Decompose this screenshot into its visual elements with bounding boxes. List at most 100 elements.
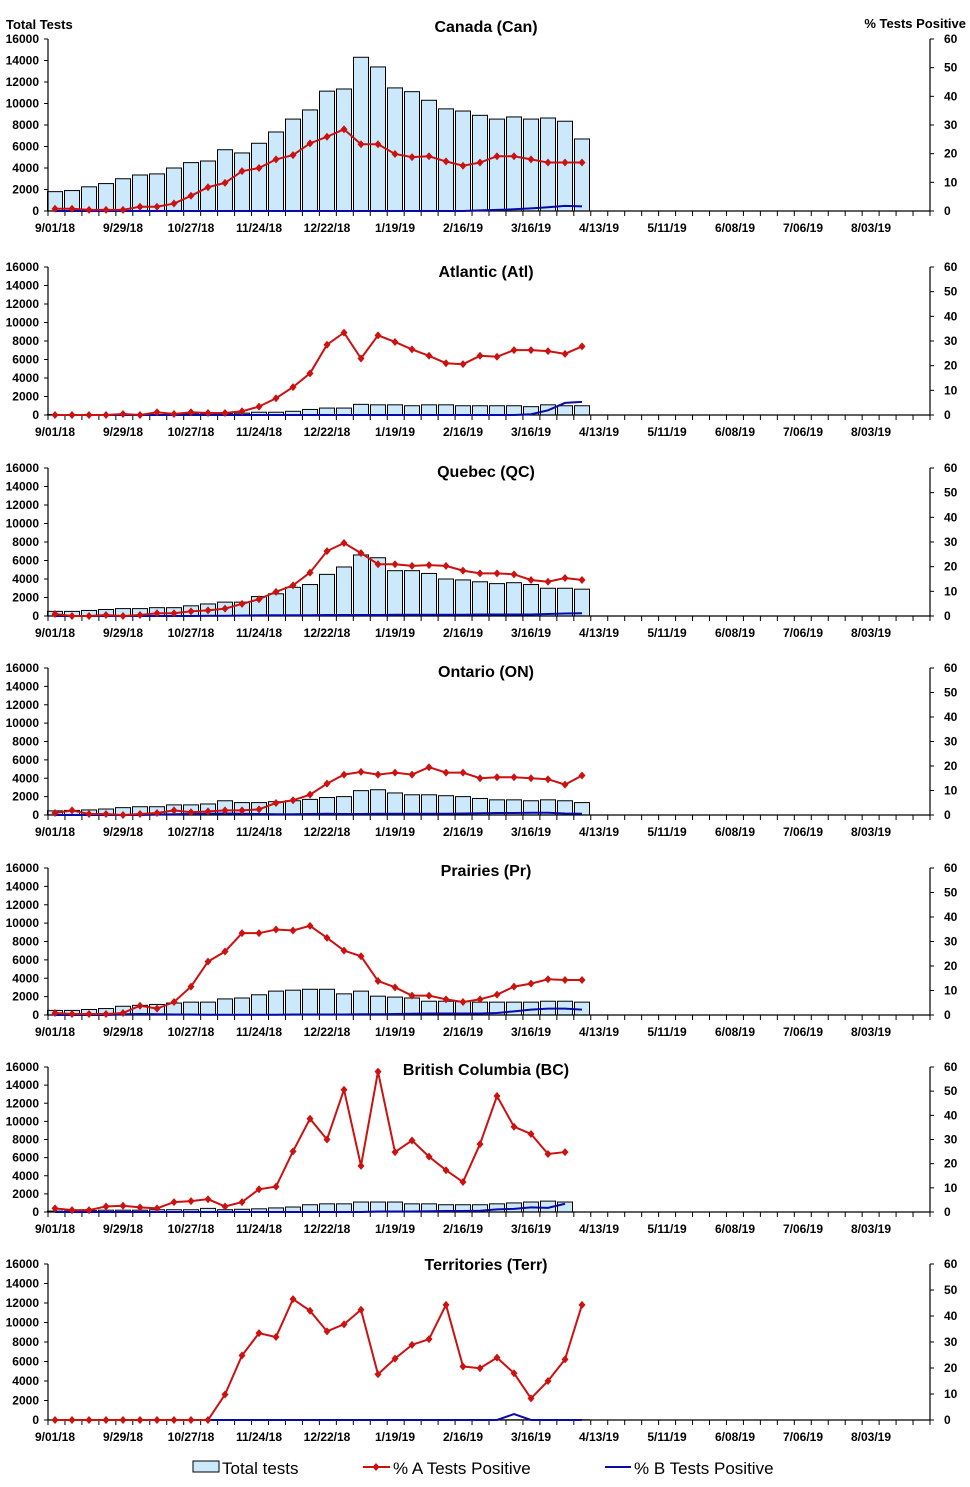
y2-tick-label: 20	[944, 759, 958, 773]
y-tick-label: 12000	[6, 498, 40, 512]
point-a-tests-positive	[103, 1416, 110, 1424]
x-tick-label: 5/11/19	[647, 626, 687, 640]
point-a-tests-positive	[120, 1416, 127, 1424]
x-tick-label: 4/13/19	[579, 1025, 619, 1039]
point-a-tests-positive	[273, 925, 280, 933]
y-tick-label: 10000	[6, 517, 40, 531]
bar-total-tests	[354, 404, 369, 415]
bar-total-tests	[490, 119, 505, 211]
x-tick-label: 9/29/18	[103, 425, 143, 439]
x-tick-label: 3/16/19	[511, 425, 551, 439]
y2-tick-label: 20	[944, 959, 958, 973]
point-a-tests-positive	[273, 394, 280, 402]
bar-total-tests	[558, 406, 573, 415]
x-tick-label: 5/11/19	[647, 221, 687, 235]
y2-tick-label: 40	[944, 89, 958, 103]
x-tick-label: 10/27/18	[168, 1025, 215, 1039]
point-a-tests-positive	[86, 1416, 93, 1424]
y2-axis-label: % Tests Positive	[864, 16, 966, 31]
bar-total-tests	[269, 991, 284, 1015]
point-a-tests-positive	[69, 1416, 76, 1424]
x-tick-label: 10/27/18	[168, 1222, 215, 1236]
bar-total-tests	[405, 92, 420, 211]
x-tick-label: 11/24/18	[236, 825, 282, 839]
panel-0: Canada (Can)Total Tests% Tests Positive0…	[6, 16, 966, 235]
x-tick-label: 9/01/18	[35, 825, 75, 839]
x-tick-label: 8/03/19	[851, 1222, 891, 1236]
point-a-tests-positive	[477, 1140, 484, 1148]
point-a-tests-positive	[171, 410, 178, 418]
point-a-tests-positive	[443, 359, 450, 367]
x-tick-label: 9/29/18	[103, 626, 143, 640]
y2-tick-label: 60	[944, 260, 958, 274]
y-tick-label: 14000	[6, 1078, 40, 1092]
y2-tick-label: 20	[944, 1361, 958, 1375]
y2-tick-label: 10	[944, 175, 958, 189]
point-a-tests-positive	[528, 980, 535, 988]
panel-2: Quebec (QC)02000400060008000100001200014…	[6, 461, 958, 640]
bar-total-tests	[388, 1202, 403, 1212]
point-a-tests-positive	[545, 578, 552, 586]
y-tick-label: 8000	[12, 735, 39, 749]
x-tick-label: 7/06/19	[783, 626, 823, 640]
bar-total-tests	[337, 994, 352, 1015]
point-a-tests-positive	[426, 992, 433, 1000]
y-tick-label: 0	[32, 1413, 39, 1427]
x-tick-label: 9/01/18	[35, 1222, 75, 1236]
y2-tick-label: 50	[944, 61, 958, 75]
bar-total-tests	[269, 132, 284, 211]
bar-total-tests	[337, 1204, 352, 1212]
point-a-tests-positive	[528, 346, 535, 354]
panel-title: British Columbia (BC)	[403, 1062, 569, 1079]
y2-tick-label: 30	[944, 118, 958, 132]
point-a-tests-positive	[103, 1202, 110, 1210]
x-tick-label: 5/11/19	[647, 425, 687, 439]
y2-tick-label: 0	[944, 408, 951, 422]
point-a-tests-positive	[392, 769, 399, 777]
point-a-tests-positive	[392, 983, 399, 991]
point-a-tests-positive	[171, 1416, 178, 1424]
x-tick-label: 10/27/18	[168, 1430, 215, 1444]
x-tick-label: 7/06/19	[783, 425, 823, 439]
y2-tick-label: 0	[944, 808, 951, 822]
bar-total-tests	[405, 795, 420, 815]
y-tick-label: 6000	[12, 1355, 39, 1369]
y-tick-label: 14000	[6, 879, 40, 893]
point-a-tests-positive	[562, 976, 569, 984]
point-a-tests-positive	[52, 411, 59, 419]
bar-total-tests	[286, 119, 301, 211]
x-tick-label: 1/19/19	[375, 626, 415, 640]
y-tick-label: 16000	[6, 260, 40, 274]
x-tick-label: 10/27/18	[168, 626, 215, 640]
y2-tick-label: 50	[944, 285, 958, 299]
bar-total-tests	[320, 574, 335, 616]
bar-total-tests	[490, 406, 505, 415]
y-tick-label: 16000	[6, 861, 40, 875]
y-tick-label: 2000	[12, 1187, 39, 1201]
bar-total-tests	[456, 580, 471, 616]
y-tick-label: 2000	[12, 1394, 39, 1408]
bar-total-tests	[303, 989, 318, 1015]
y-tick-label: 0	[32, 408, 39, 422]
bar-total-tests	[371, 790, 386, 815]
point-a-tests-positive	[562, 574, 569, 582]
x-tick-label: 6/08/19	[715, 825, 755, 839]
point-a-tests-positive	[494, 991, 501, 999]
y-tick-label: 8000	[12, 1133, 39, 1147]
panel-6: Territories (Terr)0200040006000800010000…	[6, 1257, 958, 1444]
x-tick-label: 1/19/19	[375, 221, 415, 235]
bar-total-tests	[473, 406, 488, 415]
point-a-tests-positive	[137, 1416, 144, 1424]
y-tick-label: 14000	[6, 54, 40, 68]
x-tick-label: 8/03/19	[851, 1430, 891, 1444]
bar-total-tests	[541, 588, 556, 616]
point-a-tests-positive	[392, 338, 399, 346]
bar-total-tests	[184, 1002, 199, 1015]
x-tick-label: 11/24/18	[236, 221, 282, 235]
x-tick-label: 2/16/19	[443, 1025, 483, 1039]
y-tick-label: 4000	[12, 771, 39, 785]
bar-total-tests	[354, 1202, 369, 1212]
bar-total-tests	[558, 1202, 573, 1212]
y-tick-label: 8000	[12, 935, 39, 949]
bar-total-tests	[252, 995, 267, 1015]
